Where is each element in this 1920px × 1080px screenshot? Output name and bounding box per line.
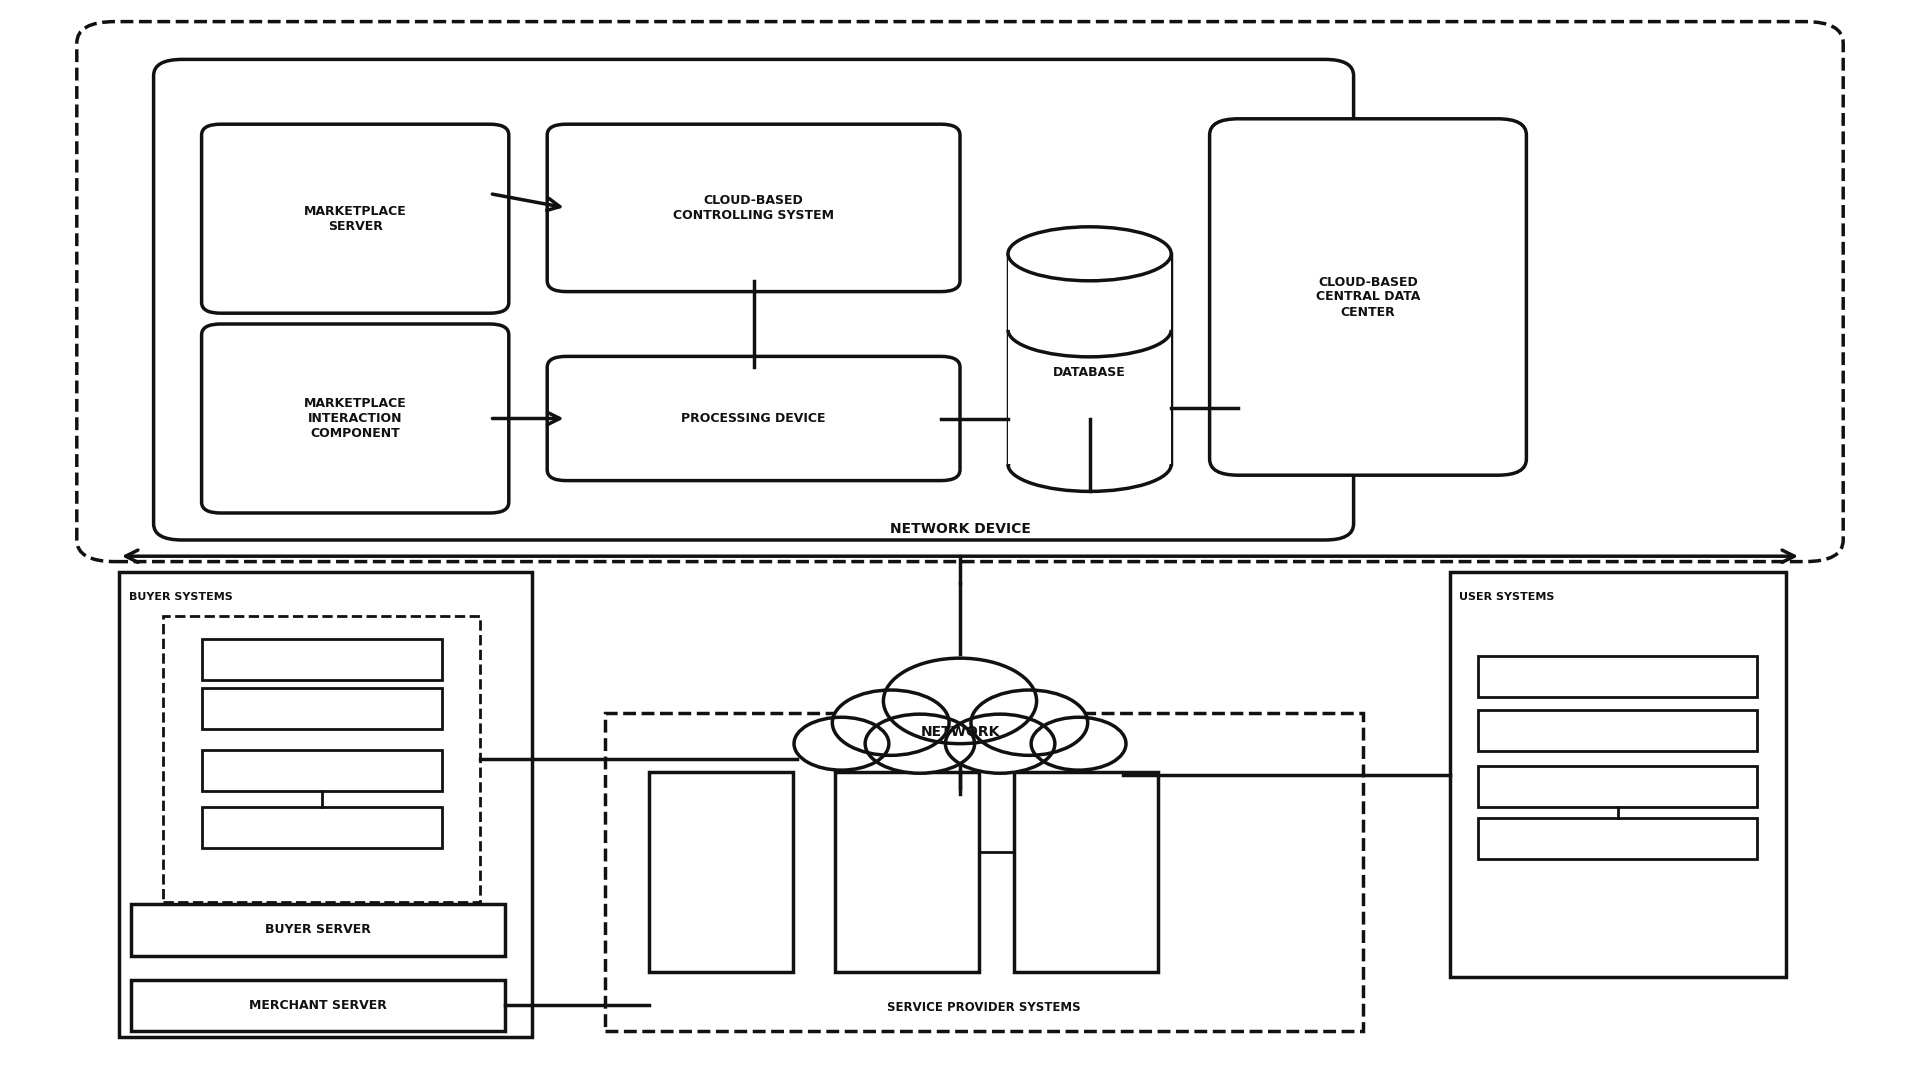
- Bar: [131, 904, 505, 956]
- Bar: [1478, 766, 1757, 807]
- Bar: [202, 639, 442, 680]
- Ellipse shape: [831, 690, 948, 755]
- Bar: [649, 772, 793, 972]
- Bar: [1450, 572, 1786, 977]
- Text: SERVICE PROVIDER SYSTEMS: SERVICE PROVIDER SYSTEMS: [887, 1001, 1081, 1014]
- FancyBboxPatch shape: [202, 324, 509, 513]
- Ellipse shape: [866, 714, 975, 773]
- Ellipse shape: [883, 658, 1037, 744]
- Text: BUYER SYSTEMS: BUYER SYSTEMS: [129, 592, 232, 602]
- Bar: [835, 772, 979, 972]
- Text: CLOUD-BASED
CONTROLLING SYSTEM: CLOUD-BASED CONTROLLING SYSTEM: [674, 194, 833, 221]
- Text: MARKETPLACE
INTERACTION
COMPONENT: MARKETPLACE INTERACTION COMPONENT: [303, 397, 407, 440]
- Text: NETWORK: NETWORK: [920, 725, 1000, 739]
- Bar: [202, 688, 442, 729]
- FancyBboxPatch shape: [77, 22, 1843, 562]
- Bar: [202, 750, 442, 791]
- FancyBboxPatch shape: [202, 124, 509, 313]
- Ellipse shape: [795, 717, 889, 770]
- Bar: [1008, 254, 1171, 464]
- Bar: [202, 807, 442, 848]
- Bar: [119, 572, 532, 1037]
- Bar: [1478, 656, 1757, 697]
- Bar: [163, 616, 480, 902]
- Text: BUYER SERVER: BUYER SERVER: [265, 923, 371, 936]
- FancyBboxPatch shape: [547, 356, 960, 481]
- Ellipse shape: [1008, 227, 1171, 281]
- Text: MERCHANT SERVER: MERCHANT SERVER: [250, 999, 386, 1012]
- Text: PROCESSING DEVICE: PROCESSING DEVICE: [682, 411, 826, 426]
- Bar: [1478, 818, 1757, 859]
- Text: NETWORK DEVICE: NETWORK DEVICE: [889, 523, 1031, 536]
- Bar: [1478, 710, 1757, 751]
- FancyBboxPatch shape: [154, 59, 1354, 540]
- FancyBboxPatch shape: [547, 124, 960, 292]
- FancyBboxPatch shape: [1210, 119, 1526, 475]
- Bar: [1014, 772, 1158, 972]
- Bar: [605, 713, 1363, 1031]
- Text: USER SYSTEMS: USER SYSTEMS: [1459, 592, 1555, 602]
- Bar: [131, 980, 505, 1031]
- Ellipse shape: [945, 714, 1054, 773]
- Text: CLOUD-BASED
CENTRAL DATA
CENTER: CLOUD-BASED CENTRAL DATA CENTER: [1315, 275, 1421, 319]
- Text: DATABASE: DATABASE: [1054, 366, 1125, 379]
- Ellipse shape: [972, 690, 1087, 755]
- Ellipse shape: [1031, 717, 1125, 770]
- Text: MARKETPLACE
SERVER: MARKETPLACE SERVER: [303, 205, 407, 232]
